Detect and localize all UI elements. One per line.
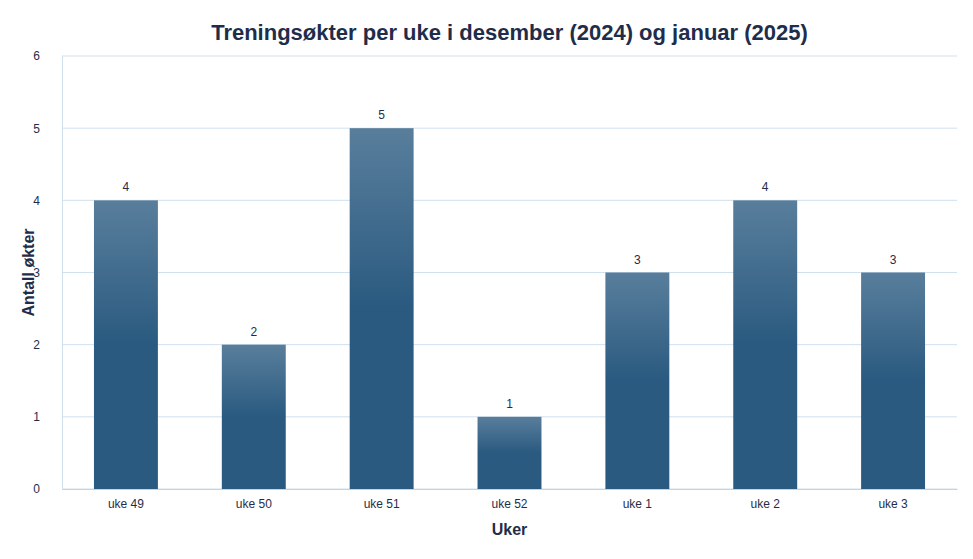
y-tick: 4 — [33, 194, 62, 208]
x-tick: uke 3 — [878, 489, 908, 511]
x-tick-label: uke 3 — [878, 497, 908, 511]
x-tick-label: uke 49 — [108, 497, 144, 511]
x-tick-label: uke 2 — [751, 497, 781, 511]
bar — [605, 273, 669, 490]
y-tick: 3 — [33, 266, 62, 280]
y-tick-label: 5 — [33, 122, 40, 136]
bar — [94, 200, 158, 489]
grid-line — [62, 56, 957, 57]
data-label: 4 — [762, 180, 769, 194]
grid-line — [62, 128, 957, 129]
x-tick: uke 52 — [491, 489, 527, 511]
data-label: 1 — [506, 397, 513, 411]
y-axis: 0 1 2 3 4 5 6 — [33, 49, 62, 496]
y-tick: 2 — [33, 338, 62, 352]
y-tick-label: 2 — [33, 338, 40, 352]
bar — [733, 200, 797, 489]
x-tick: uke 49 — [108, 489, 144, 511]
data-label: 3 — [634, 253, 641, 267]
grid-line — [62, 344, 957, 345]
bar — [861, 273, 925, 490]
x-axis-title: Uker — [492, 521, 528, 538]
y-tick-label: 4 — [33, 194, 40, 208]
x-tick: uke 50 — [236, 489, 272, 511]
x-axis-line — [63, 489, 958, 490]
y-tick-label: 6 — [33, 49, 40, 63]
x-axis: uke 49 uke 50 uke 51 uke 52 uke 1 uke 2 uke 3 — [63, 489, 958, 511]
bar — [222, 345, 286, 489]
data-label: 4 — [123, 180, 130, 194]
chart: 0123456uke 49uke 50uke 51uke 52uke 1uke … — [0, 0, 973, 559]
y-tick-label: 1 — [33, 410, 40, 424]
y-tick-label: 0 — [33, 482, 40, 496]
x-tick: uke 2 — [751, 489, 781, 511]
bar — [478, 417, 542, 489]
data-label: 5 — [378, 108, 385, 122]
y-tick: 1 — [33, 410, 62, 424]
plot: 0123456uke 49uke 50uke 51uke 52uke 1uke … — [33, 49, 957, 510]
x-tick-label: uke 51 — [364, 497, 400, 511]
bars — [94, 128, 925, 489]
x-tick: uke 51 — [364, 489, 400, 511]
x-tick-label: uke 52 — [491, 497, 527, 511]
data-labels: 4 2 5 1 3 4 3 — [123, 108, 897, 411]
grid — [62, 56, 957, 489]
data-label: 2 — [250, 325, 257, 339]
x-tick: uke 1 — [623, 489, 653, 511]
y-tick: 0 — [33, 482, 62, 496]
y-tick: 6 — [33, 49, 62, 63]
x-tick-label: uke 50 — [236, 497, 272, 511]
data-label: 3 — [890, 253, 897, 267]
y-axis-title: Antall økter — [20, 228, 37, 316]
y-tick: 5 — [33, 122, 62, 136]
grid-line — [62, 272, 957, 273]
grid-line — [62, 200, 957, 201]
y-axis-line — [62, 57, 63, 490]
title: Treningsøkter per uke i desember (2024) … — [211, 20, 808, 45]
bar — [350, 128, 414, 489]
x-tick-label: uke 1 — [623, 497, 653, 511]
